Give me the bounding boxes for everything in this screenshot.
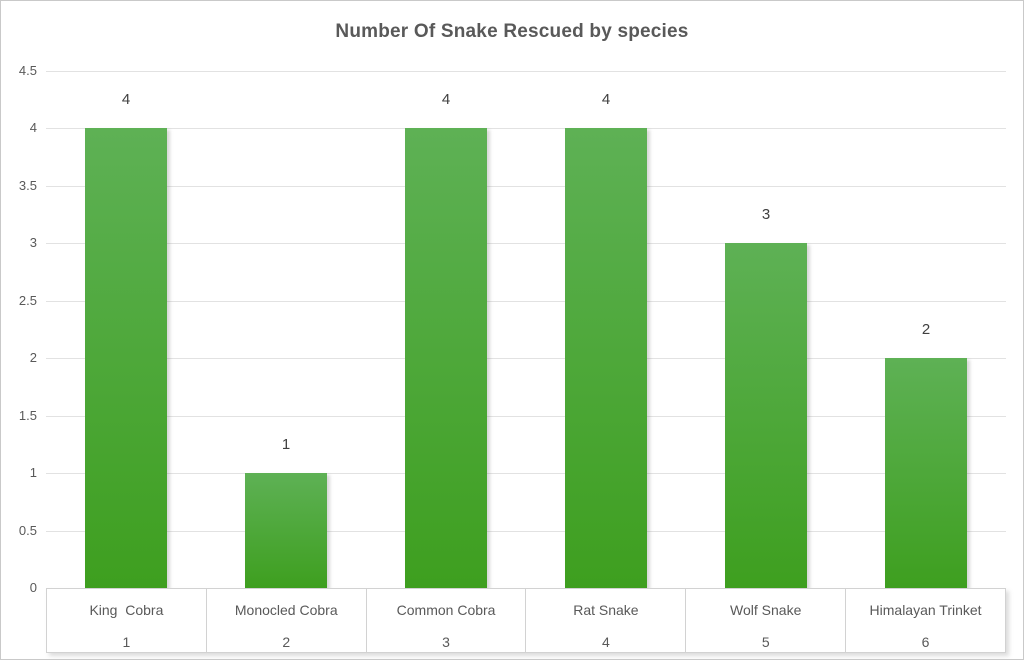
y-tick-label: 1.5 (18, 408, 37, 423)
category-cell-6: Himalayan Trinket 6 (846, 589, 1005, 652)
bar-3 (405, 128, 487, 588)
category-number: 2 (282, 634, 291, 650)
category-number: 3 (442, 634, 450, 650)
chart-title: Number Of Snake Rescued by species (335, 21, 689, 42)
gridline (46, 71, 1006, 72)
gridline (46, 128, 1006, 129)
bar-value-label: 4 (601, 91, 611, 108)
bar-4 (565, 128, 647, 588)
category-number: 1 (122, 634, 131, 650)
bar-5 (725, 243, 807, 588)
gridline (46, 243, 1006, 244)
category-name: King Cobra (89, 602, 164, 618)
category-cell-2: Monocled Cobra 2 (207, 589, 367, 652)
bar-1 (85, 128, 167, 588)
y-tick-label: 1 (29, 465, 37, 480)
bar-value-label: 4 (441, 91, 451, 108)
y-tick-label: 4 (29, 120, 37, 135)
bar-value-label: 3 (761, 206, 771, 223)
y-tick-label: 0.5 (18, 523, 37, 538)
gridline (46, 358, 1006, 359)
bar-value-label: 1 (281, 436, 291, 453)
category-axis-band: King Cobra 1 Monocled Cobra 2 Common Cobra 3 R… (46, 588, 1006, 653)
gridline (46, 473, 1006, 474)
y-tick-label: 2 (29, 350, 37, 365)
category-name: Common Cobra (396, 602, 496, 618)
bar-6 (885, 358, 967, 588)
category-name: Himalayan Trinket (869, 602, 982, 618)
y-tick-label: 3 (29, 235, 37, 250)
category-number: 6 (921, 634, 930, 650)
category-cell-3: Common Cobra 3 (367, 589, 527, 652)
bar-value-label: 4 (121, 91, 131, 108)
category-cell-5: Wolf Snake 5 (686, 589, 847, 652)
category-number: 5 (761, 634, 770, 650)
y-tick-label: 3.5 (18, 178, 37, 193)
gridline (46, 416, 1006, 417)
category-name: Rat Snake (573, 602, 639, 618)
category-name: Monocled Cobra (234, 602, 338, 618)
y-tick-label: 2.5 (18, 293, 37, 308)
bar-2 (245, 473, 327, 588)
y-tick-label: 0 (29, 580, 37, 595)
category-cell-1: King Cobra 1 (47, 589, 207, 652)
gridline (46, 531, 1006, 532)
category-number: 4 (602, 634, 610, 650)
category-name: Wolf Snake (730, 602, 802, 618)
gridline (46, 301, 1006, 302)
bar-value-label: 2 (921, 321, 931, 338)
category-cell-4: Rat Snake 4 (526, 589, 687, 652)
y-tick-label: 4.5 (18, 63, 37, 78)
gridline (46, 186, 1006, 187)
